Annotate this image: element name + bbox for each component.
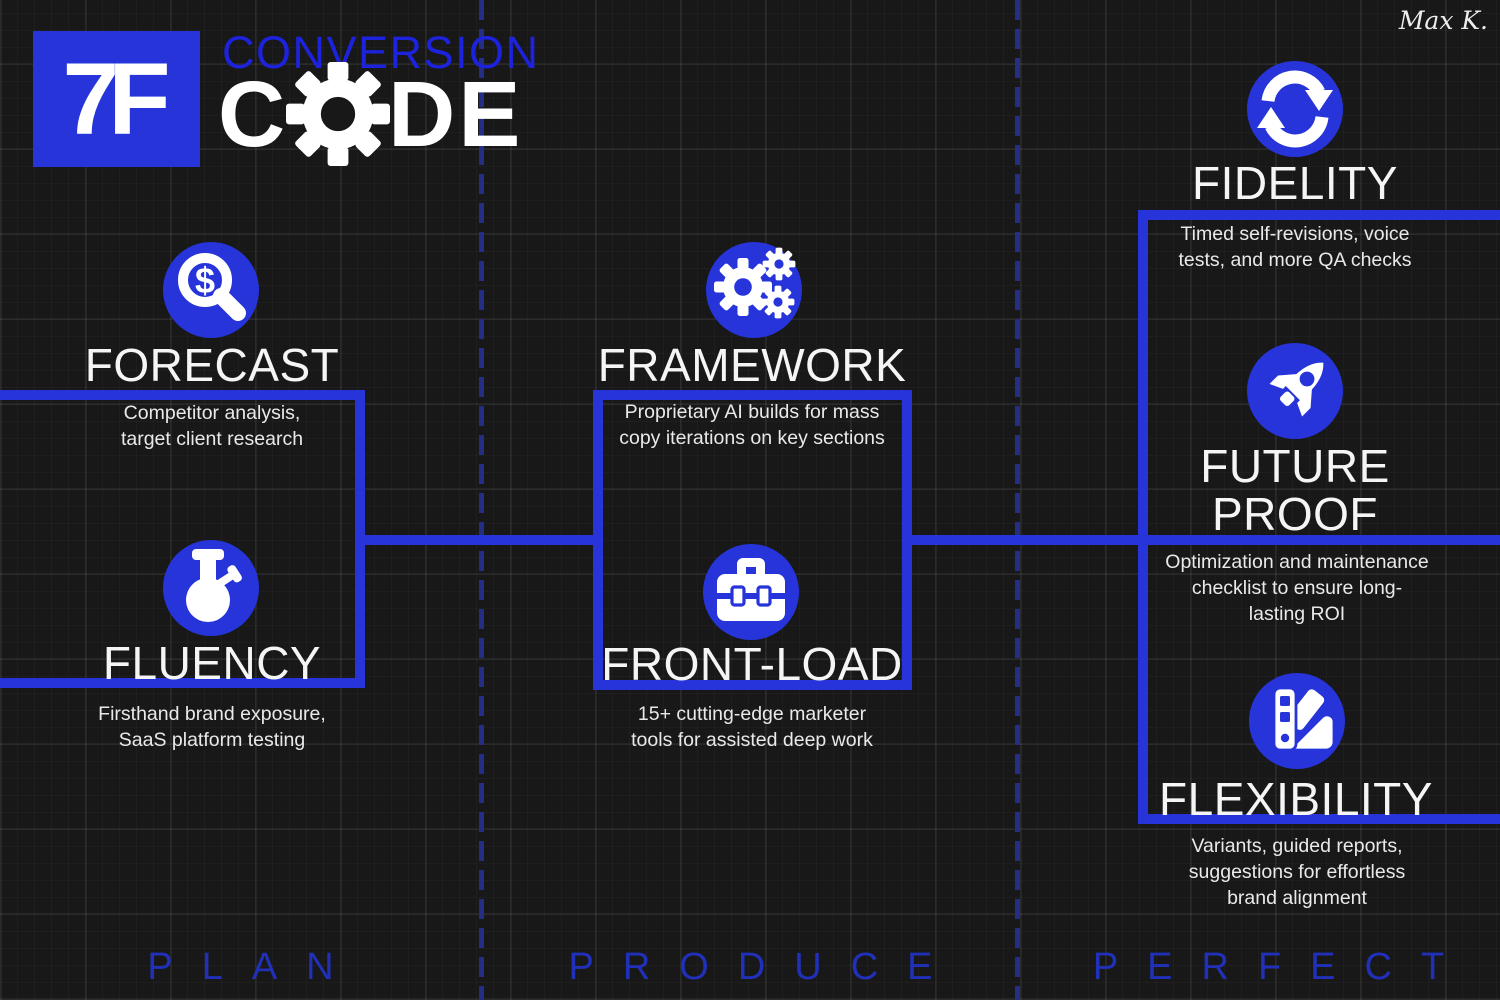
logo-code-de: DE — [388, 61, 524, 166]
flexibility-icon-circle — [1249, 673, 1345, 769]
connector-line-right — [905, 535, 1500, 545]
logo-badge-text: 7F — [62, 41, 170, 156]
logo-code-text: C DE — [218, 62, 523, 166]
logo-code-c: C — [218, 61, 289, 166]
logo-badge: 7F — [33, 31, 200, 167]
gears-icon — [714, 247, 796, 319]
gear-icon — [286, 62, 391, 166]
svg-text:$: $ — [195, 260, 215, 301]
item-title-fidelity: FIDELITY — [1192, 157, 1398, 209]
item-title-frontload: FRONT-LOAD — [601, 638, 903, 690]
item-title-framework: FRAMEWORK — [597, 339, 907, 391]
item-title-forecast: FORECAST — [84, 339, 340, 391]
item-desc-futureproof: Optimization and maintenance checklist t… — [1165, 551, 1429, 626]
item-desc-framework: Proprietary AI builds for mass copy iter… — [619, 401, 885, 450]
flask-icon — [186, 549, 242, 622]
search-dollar-icon: $ — [178, 253, 246, 321]
rocket-icon — [1269, 362, 1324, 417]
fluency-icon-circle — [163, 540, 259, 636]
forecast-icon-circle: $ — [163, 242, 259, 338]
item-desc-fluency: Firsthand brand exposure, SaaS platform … — [98, 703, 326, 752]
phase-label-perfect: PERFECT — [1092, 946, 1474, 988]
phase-label-plan: PLAN — [147, 946, 363, 988]
logo-conversion-text: CONVERSION — [222, 27, 540, 78]
toolbox-icon — [717, 558, 785, 621]
fidelity-icon-circle — [1247, 61, 1343, 157]
column-divider-1 — [479, 0, 484, 1000]
item-desc-forecast: Competitor analysis, target client resea… — [120, 402, 304, 451]
column-divider-2 — [1015, 0, 1020, 1000]
signature: Max K. — [1398, 6, 1488, 35]
item-title-fluency: FLUENCY — [102, 637, 322, 689]
item-desc-flexibility: Variants, guided reports, suggestions fo… — [1188, 835, 1406, 910]
connector-line-left — [360, 535, 600, 545]
swatchbook-icon — [1272, 686, 1336, 752]
futureproof-icon-circle — [1247, 343, 1343, 439]
perfect-box-outline — [1138, 210, 1500, 824]
item-title-flexibility: FLEXIBILITY — [1159, 773, 1433, 825]
phase-label-produce: PRODUCE — [568, 946, 962, 988]
frontload-icon-circle — [703, 544, 799, 640]
item-title-futureproof: FUTURE PROOF — [1200, 440, 1390, 540]
item-desc-frontload: 15+ cutting-edge marketer tools for assi… — [631, 703, 873, 752]
framework-icon-circle — [706, 242, 802, 338]
sync-icon — [1257, 70, 1333, 148]
item-desc-fidelity: Timed self-revisions, voice tests, and m… — [1178, 223, 1412, 272]
